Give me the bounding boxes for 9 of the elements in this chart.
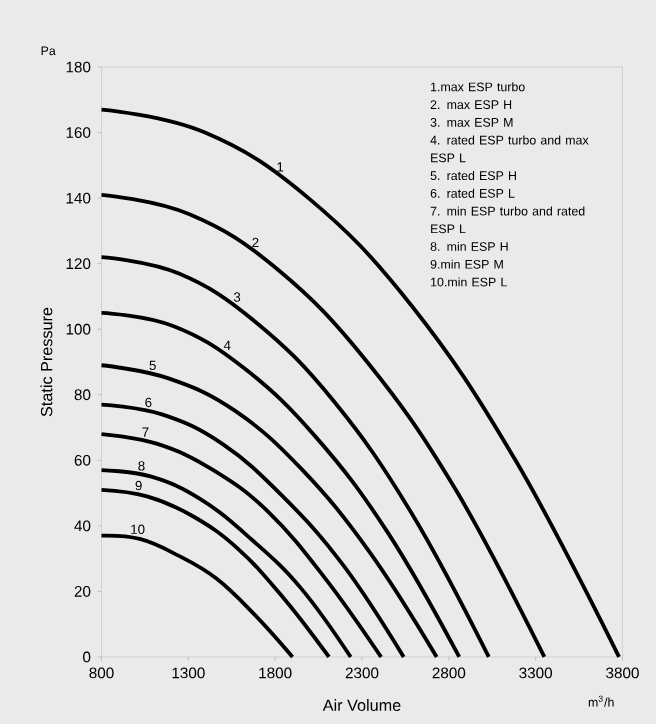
line-series <box>100 487 332 659</box>
line-series <box>100 255 492 659</box>
line-series <box>100 468 354 659</box>
line-series <box>100 533 295 659</box>
x-axis-title: Air Volume <box>323 699 401 711</box>
line-series <box>100 107 622 659</box>
y-axis-title: Static Pressure <box>40 307 53 417</box>
line-series <box>100 310 462 659</box>
line-series <box>100 363 440 659</box>
